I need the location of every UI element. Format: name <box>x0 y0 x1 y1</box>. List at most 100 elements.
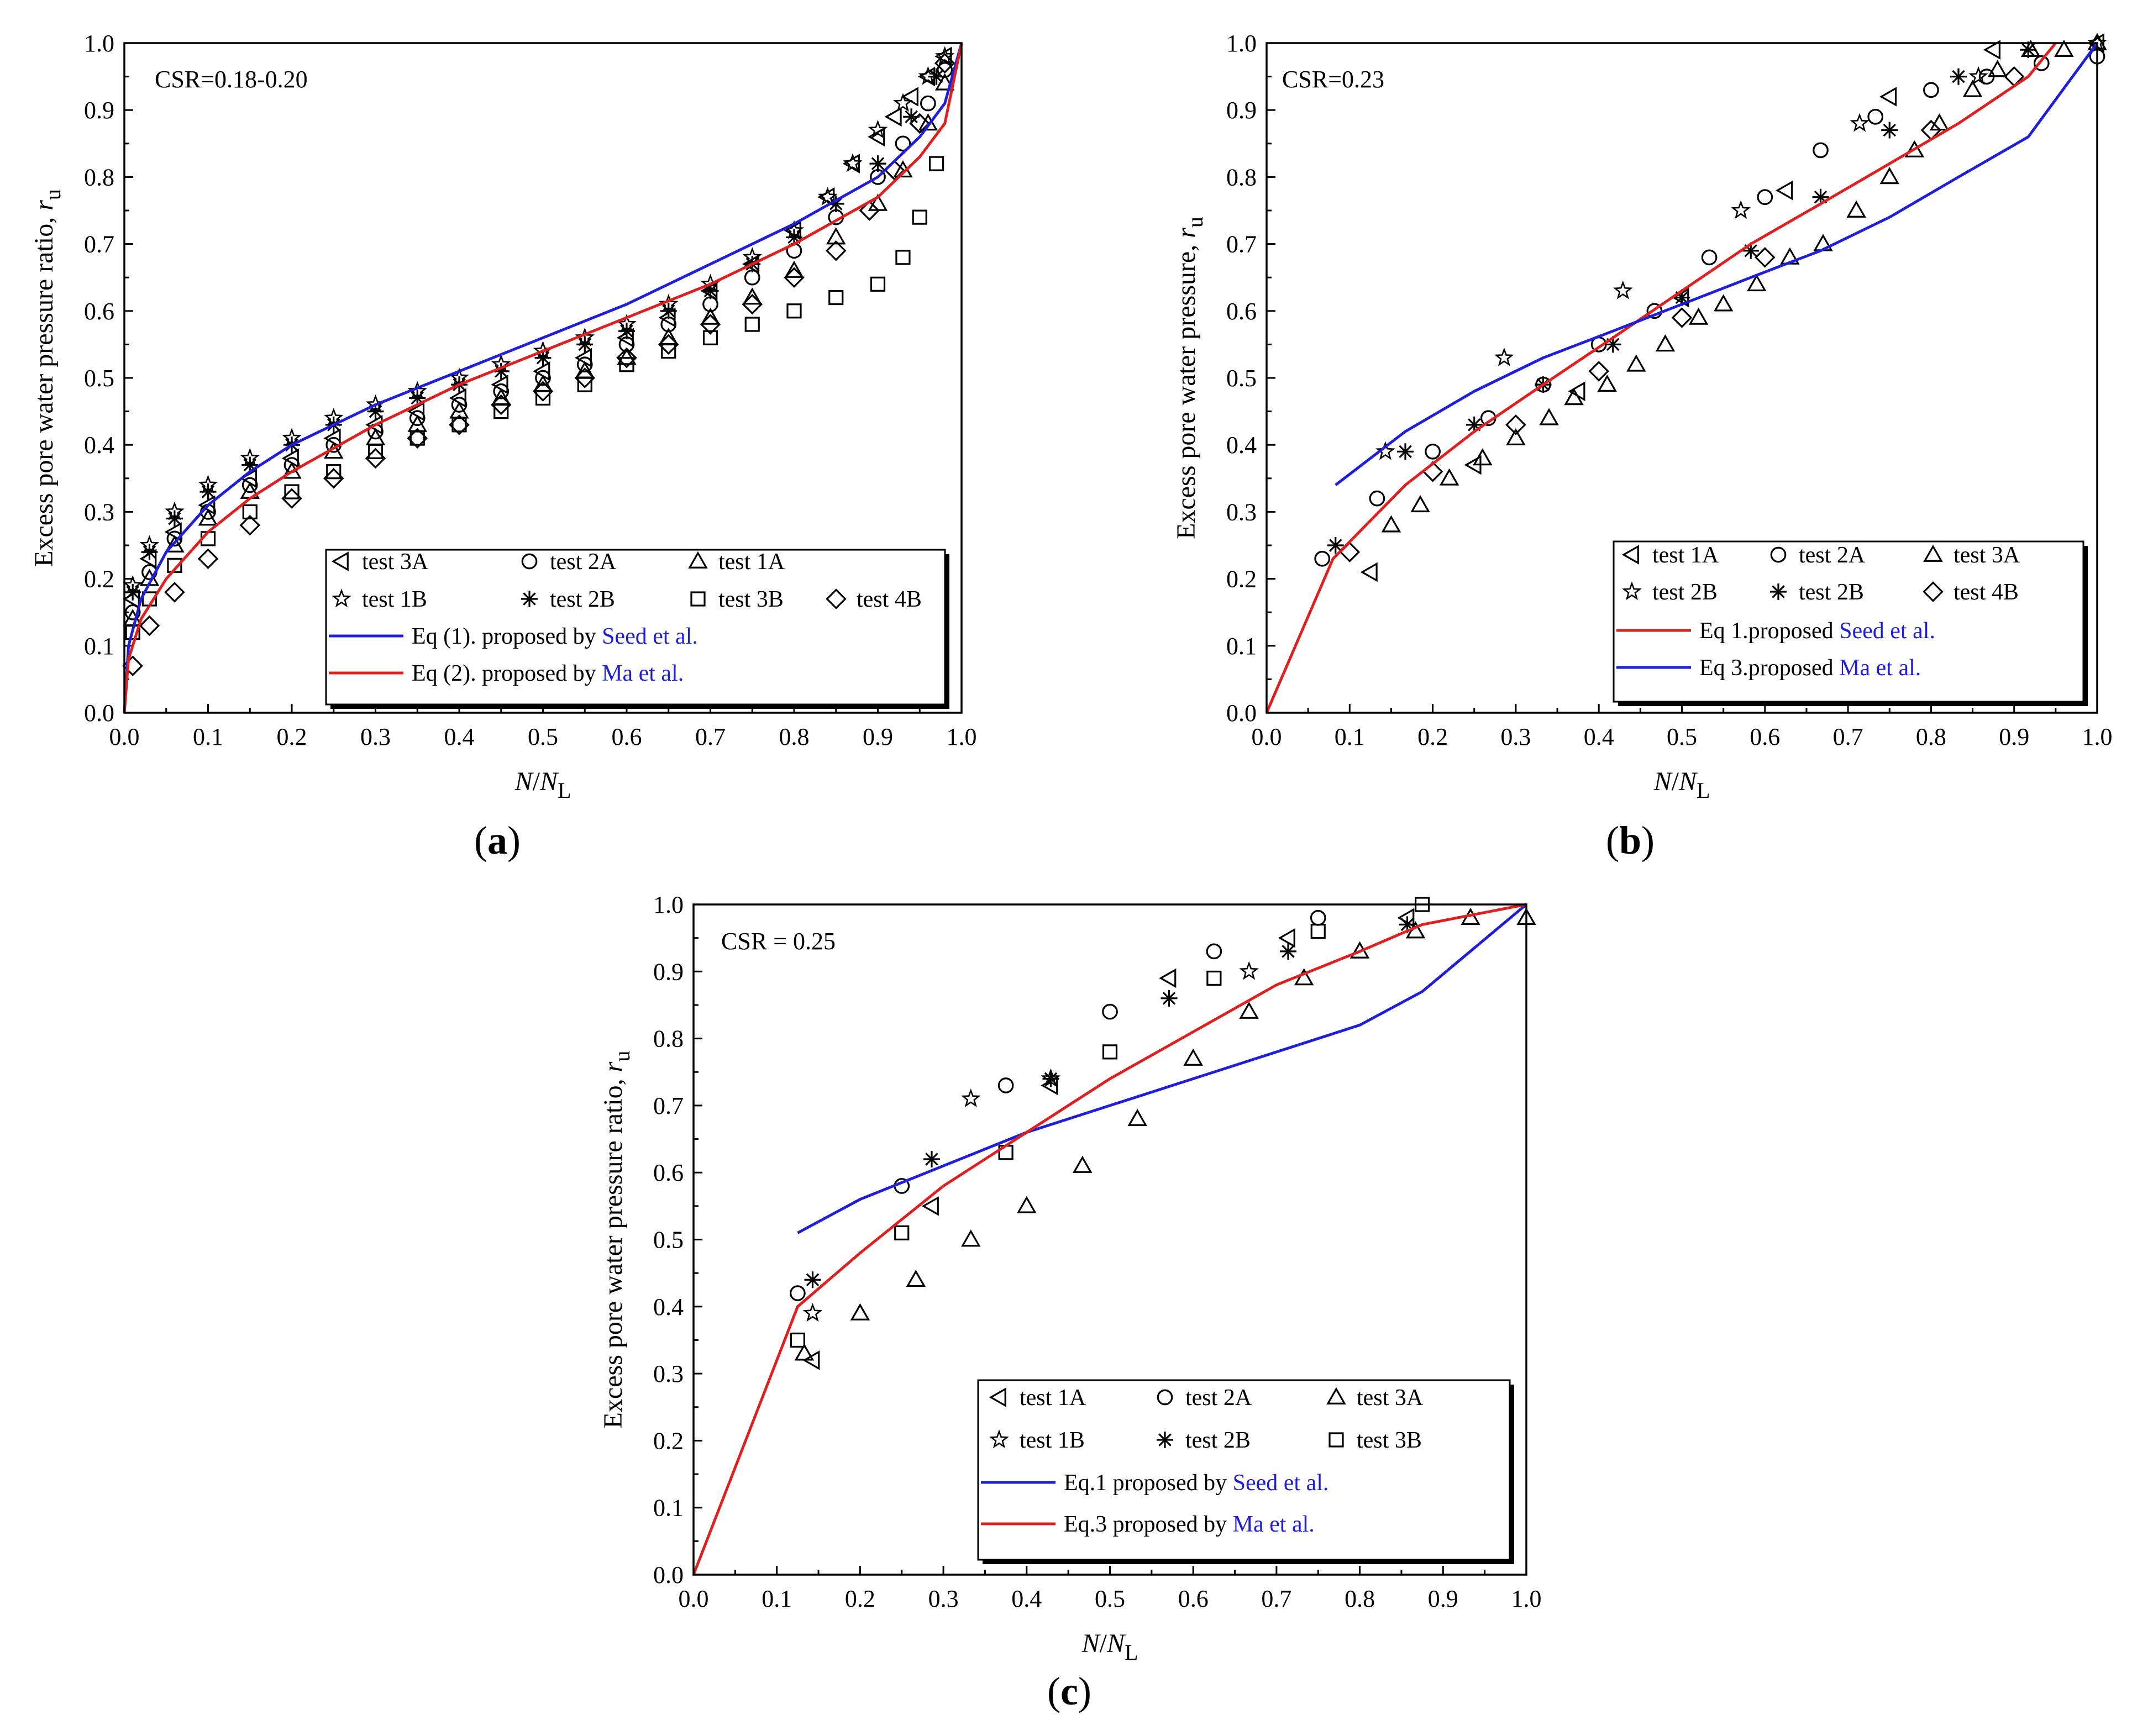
data-point <box>884 107 902 127</box>
data-point <box>1881 122 1898 139</box>
data-point <box>1473 448 1493 466</box>
data-point <box>786 303 802 319</box>
x-label-slash: / <box>533 767 540 796</box>
y-tick-label: 0.2 <box>1226 566 1257 593</box>
y-label-main: Excess pore water pressure ratio, <box>29 211 59 567</box>
data-point <box>1879 167 1900 185</box>
legend-line-prefix: Eq (2). proposed by <box>412 661 602 686</box>
asterisk-stroke <box>411 391 424 405</box>
data-point <box>804 1271 821 1288</box>
data-point <box>742 287 763 305</box>
x-tick-label: 0.2 <box>845 1585 875 1612</box>
data-point <box>1968 66 1988 85</box>
legend-box <box>325 549 946 706</box>
y-label-sym: r <box>29 200 59 211</box>
x-tick-label: 0.7 <box>1261 1585 1291 1612</box>
y-tick-label: 0.4 <box>1226 432 1257 459</box>
paren-open: ( <box>1606 818 1619 862</box>
plot-area <box>1265 33 2107 713</box>
data-point <box>139 615 160 636</box>
x-tick-label: 1.0 <box>2082 723 2113 750</box>
data-point <box>1494 347 1514 366</box>
y-tick-label: 0.7 <box>84 231 114 258</box>
data-point <box>937 62 953 78</box>
data-point <box>409 430 425 446</box>
legend-label: test 1B <box>1020 1428 1085 1453</box>
y-label-sym: r <box>598 1061 628 1072</box>
data-point <box>164 522 182 542</box>
data-point <box>1701 249 1718 266</box>
x-tick-label: 0.4 <box>1584 723 1614 750</box>
data-point <box>1506 428 1526 445</box>
asterisk-stroke <box>1158 1433 1172 1446</box>
legend-marker <box>1770 546 1787 563</box>
x-tick-label: 0.1 <box>193 723 223 750</box>
data-point <box>616 347 637 369</box>
legend-marker <box>332 588 351 608</box>
data-point <box>1041 1075 1058 1096</box>
data-point <box>1073 1155 1093 1173</box>
x-axis-label: N/NL <box>1081 1629 1138 1665</box>
legend-line-label: Eq 3.proposed Ma et al. <box>1699 655 1921 681</box>
legend: test 1A test 2A test 3A test 2B test 2B test … <box>1613 540 2088 706</box>
data-point <box>1904 140 1925 157</box>
data-point <box>1923 82 1939 98</box>
data-point <box>1879 87 1897 107</box>
data-point <box>828 290 844 306</box>
asterisk-stroke <box>168 512 181 525</box>
x-tick-label: 0.6 <box>612 723 642 750</box>
data-point <box>742 293 763 315</box>
data-point <box>1397 908 1415 928</box>
data-point <box>493 403 509 419</box>
y-tick-label: 0.0 <box>1226 699 1257 727</box>
legend-line-label: Eq (2). proposed by Ma et al. <box>412 661 684 686</box>
legend-marker <box>1621 545 1639 565</box>
legend-line-author: Ma et al. <box>602 661 684 686</box>
x-tick-label: 0.2 <box>277 723 307 750</box>
asterisk-stroke <box>143 545 156 559</box>
data-point <box>893 93 913 112</box>
data-point <box>1539 408 1559 425</box>
legend-label: test 3A <box>1954 543 2020 568</box>
data-point <box>141 544 158 561</box>
data-point <box>241 477 258 493</box>
data-point <box>409 410 426 427</box>
data-point <box>1950 68 1967 85</box>
y-label-main: Excess pore water pressure ratio, <box>598 1072 628 1428</box>
legend-label: test 4B <box>857 587 922 612</box>
data-point <box>1597 374 1617 392</box>
data-point <box>326 464 342 480</box>
data-point <box>532 381 554 402</box>
data-point <box>1397 443 1414 460</box>
y-tick-label: 0.9 <box>84 97 114 124</box>
data-point <box>1867 108 1884 125</box>
data-point <box>407 401 425 422</box>
x-label-sub: L <box>1697 778 1710 803</box>
y-tick-label: 0.5 <box>1226 365 1257 392</box>
data-point <box>1439 468 1459 486</box>
y-tick-label: 0.1 <box>84 633 114 660</box>
fit-line <box>1335 42 2099 486</box>
legend-label: test 1B <box>362 587 427 612</box>
legend-marker <box>1770 583 1787 600</box>
series-test-3a <box>1381 33 2107 533</box>
series-test-1a <box>1360 33 2104 582</box>
legend-label: test 3A <box>362 549 429 575</box>
legend-label: test 1A <box>1652 543 1719 568</box>
asterisk-stroke <box>523 592 536 606</box>
y-label-sub: u <box>1183 217 1207 228</box>
asterisk-stroke <box>806 1273 820 1287</box>
y-tick-label: 0.4 <box>84 432 114 459</box>
legend-label: test 2B <box>1652 580 1718 605</box>
series-test-3a <box>794 908 1536 1361</box>
asterisk-stroke <box>703 284 717 298</box>
data-point <box>1369 490 1385 507</box>
data-point <box>367 444 384 459</box>
data-point <box>1310 909 1326 926</box>
data-point <box>1310 923 1326 939</box>
x-tick-label: 0.8 <box>1345 1585 1375 1612</box>
data-point <box>817 187 838 206</box>
data-point <box>239 514 261 536</box>
data-point <box>1206 970 1222 986</box>
legend-line-label: Eq 1.proposed Seed et al. <box>1699 618 1935 644</box>
